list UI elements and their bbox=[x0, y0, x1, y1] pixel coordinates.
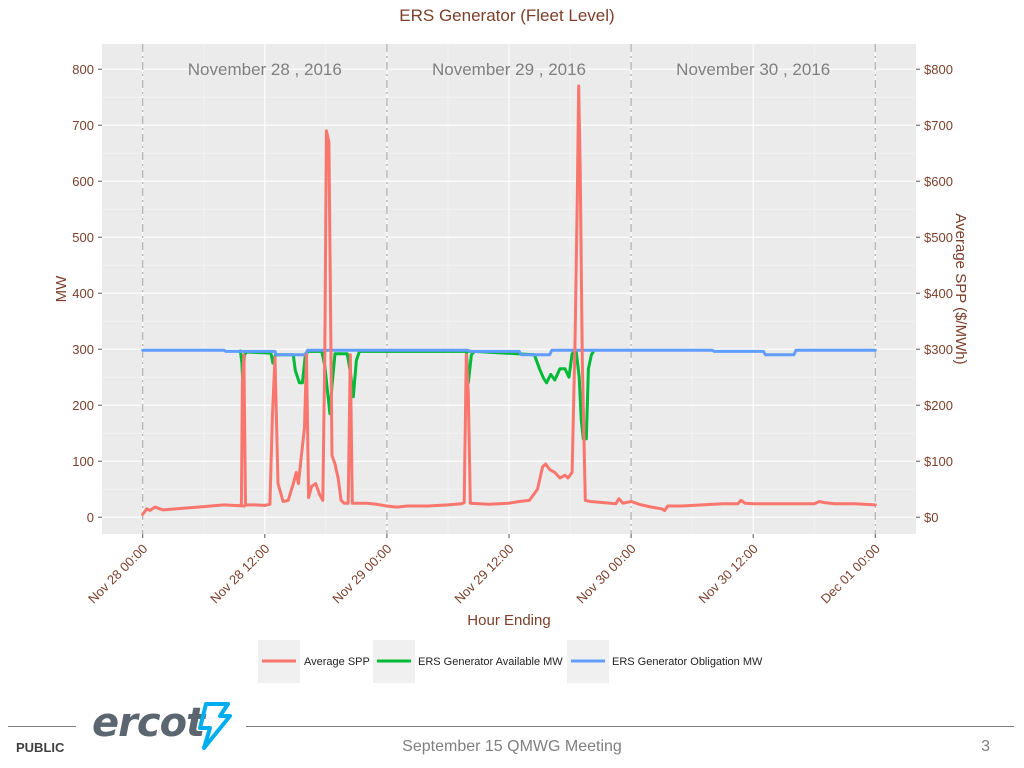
y-tick-label-left: 200 bbox=[72, 398, 94, 413]
chart: ERS Generator (Fleet Level) November 28 … bbox=[53, 6, 969, 683]
x-tick-label: Dec 01 00:00 bbox=[818, 541, 883, 606]
x-tick-label: Nov 28 00:00 bbox=[85, 541, 150, 606]
day-dividers bbox=[142, 44, 876, 534]
y-tick-label-right: $600 bbox=[924, 174, 953, 189]
footer-rule-left bbox=[8, 726, 76, 727]
y-axis-right-ticks: $0 $100 $200 $300 $400 $500 $600 $700 $800 bbox=[916, 62, 953, 525]
lightning-bolt-icon bbox=[198, 702, 232, 750]
series-line-0 bbox=[141, 84, 877, 516]
logo-wordmark: ercot bbox=[92, 700, 205, 746]
y-tick-label-left: 500 bbox=[72, 230, 94, 245]
y-tick-label-right: $300 bbox=[924, 342, 953, 357]
y-tick-label-left: 0 bbox=[87, 510, 94, 525]
day-label: November 30 , 2016 bbox=[676, 60, 830, 79]
y-tick-label-right: $400 bbox=[924, 286, 953, 301]
footer-rule-right bbox=[246, 726, 1014, 727]
y-tick-label-left: 300 bbox=[72, 342, 94, 357]
series-line-2 bbox=[141, 348, 877, 357]
legend-label: Average SPP bbox=[304, 656, 370, 668]
y-tick-label-right: $800 bbox=[924, 62, 953, 77]
page-number: 3 bbox=[981, 738, 990, 755]
x-tick-label: Nov 30 00:00 bbox=[573, 541, 638, 606]
x-tick-label: Nov 28 12:00 bbox=[207, 541, 272, 606]
chart-title: ERS Generator (Fleet Level) bbox=[399, 6, 614, 25]
y-tick-label-left: 600 bbox=[72, 174, 94, 189]
y-axis-left-ticks: 0 100 200 300 400 500 600 700 800 bbox=[72, 62, 102, 525]
y-tick-label-right: $500 bbox=[924, 230, 953, 245]
y-tick-label-left: 400 bbox=[72, 286, 94, 301]
footer-meeting-title: September 15 QMWG Meeting bbox=[402, 738, 622, 755]
y-axis-left-label: MW bbox=[53, 275, 70, 302]
y-tick-label-right: $0 bbox=[924, 510, 938, 525]
y-tick-label-right: $200 bbox=[924, 398, 953, 413]
y-tick-label-left: 700 bbox=[72, 118, 94, 133]
legend-label: ERS Generator Available MW bbox=[418, 656, 563, 668]
day-label: November 29 , 2016 bbox=[432, 60, 586, 79]
y-tick-label-right: $100 bbox=[924, 454, 953, 469]
y-tick-label-right: $700 bbox=[924, 118, 953, 133]
x-tick-label: Nov 29 12:00 bbox=[451, 541, 516, 606]
day-labels: November 28 , 2016 November 29 , 2016 Nove… bbox=[188, 60, 830, 79]
y-tick-label-left: 100 bbox=[72, 454, 94, 469]
legend-label: ERS Generator Obligation MW bbox=[612, 656, 763, 668]
series-lines bbox=[141, 84, 877, 516]
day-label: November 28 , 2016 bbox=[188, 60, 342, 79]
y-axis-right-label: Average SPP ($/MWh) bbox=[952, 213, 969, 364]
footer-public-label: PUBLIC bbox=[16, 740, 65, 755]
x-axis-label: Hour Ending bbox=[467, 612, 550, 629]
y-tick-label-left: 800 bbox=[72, 62, 94, 77]
ercot-logo: ercot bbox=[92, 700, 232, 750]
x-axis-ticks: Nov 28 00:00 Nov 28 12:00 Nov 29 00:00 Nov … bbox=[85, 534, 883, 606]
x-tick-label: Nov 29 00:00 bbox=[329, 541, 394, 606]
x-tick-label: Nov 30 12:00 bbox=[696, 541, 761, 606]
legend: Average SPP ERS Generator Available MW ERS… bbox=[258, 640, 763, 683]
